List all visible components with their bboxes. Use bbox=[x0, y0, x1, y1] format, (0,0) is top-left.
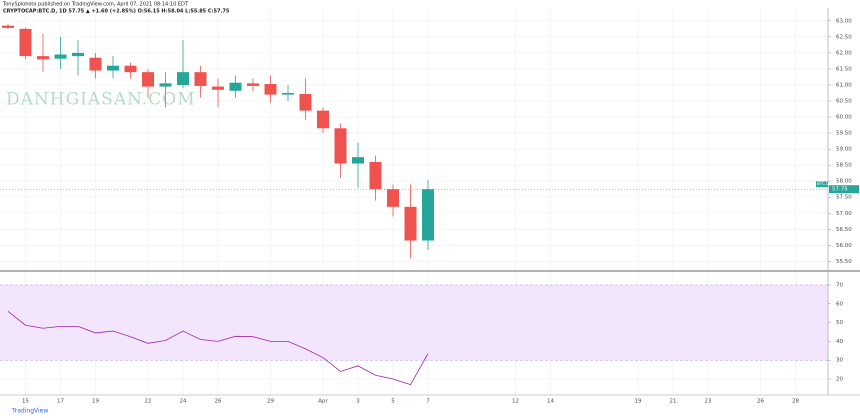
rsi-band bbox=[0, 284, 828, 361]
candle-body bbox=[212, 86, 224, 90]
y-tick-label: 56.50 bbox=[836, 227, 852, 233]
candle-body bbox=[404, 206, 417, 241]
last-price-box bbox=[829, 185, 859, 194]
y-tick-label: 61.50 bbox=[836, 66, 852, 72]
x-tick-label: Apr bbox=[318, 399, 328, 405]
x-tick-label: 19 bbox=[92, 399, 99, 405]
y-tick-label: 60.50 bbox=[836, 99, 852, 105]
x-tick-label: 21 bbox=[670, 399, 677, 405]
candle-body bbox=[247, 83, 259, 86]
x-tick-label: 15 bbox=[22, 399, 29, 405]
publisher: TonySplohoto published on TradingView.co… bbox=[2, 2, 189, 8]
x-tick-label: 24 bbox=[180, 399, 187, 405]
y-tick-label: 57.50 bbox=[836, 195, 852, 201]
candle-body bbox=[37, 56, 49, 60]
candle-body bbox=[282, 92, 294, 95]
candle-body bbox=[124, 65, 137, 73]
y-tick-label: 62.50 bbox=[836, 34, 852, 40]
candle-body bbox=[317, 110, 329, 129]
candle-body bbox=[352, 157, 364, 164]
y-tick-label: 60 bbox=[836, 301, 843, 307]
y-tick-label: 60.00 bbox=[836, 115, 852, 121]
symbol-line: CRYPTOCAP:BTC.D, 1D 57.75 ▲ +1.60 (+2.85… bbox=[3, 9, 230, 15]
y-tick-label: 58.00 bbox=[836, 179, 852, 185]
watermark: DANHGIASAN.COM bbox=[6, 90, 196, 110]
x-tick-label: 5 bbox=[391, 399, 395, 405]
candle-body bbox=[142, 72, 154, 87]
candle-body bbox=[369, 161, 382, 190]
y-tick-label: 55.50 bbox=[836, 259, 852, 265]
candle-body bbox=[194, 72, 207, 86]
x-tick-label: 23 bbox=[705, 399, 712, 405]
rsi-line bbox=[7, 310, 429, 386]
x-tick-label: 14 bbox=[547, 399, 554, 405]
y-tick-label: 40 bbox=[836, 339, 843, 345]
x-tick-label: 29 bbox=[267, 399, 274, 405]
candle-body bbox=[54, 54, 67, 59]
x-tick-label: 26 bbox=[757, 399, 764, 405]
x-tick-label: 17 bbox=[57, 399, 64, 405]
candle-body bbox=[159, 83, 172, 87]
last-price-label: 57.75 bbox=[832, 187, 848, 193]
y-tick-label: 70 bbox=[836, 282, 843, 288]
y-tick-label: 50 bbox=[836, 320, 843, 326]
y-tick-label: 20 bbox=[836, 377, 843, 383]
x-tick-label: 3 bbox=[356, 399, 360, 405]
y-tick-label: 63.00 bbox=[836, 18, 852, 24]
x-tick-label: 22 bbox=[145, 399, 152, 405]
candle-body bbox=[72, 52, 84, 57]
y-tick-label: 57.00 bbox=[836, 211, 852, 217]
y-tick-label: 30 bbox=[836, 358, 843, 364]
x-tick-label: 28 bbox=[792, 399, 799, 405]
candle-body bbox=[334, 128, 347, 164]
symbol-tag: BTC.D bbox=[817, 181, 829, 186]
candle-body bbox=[264, 84, 277, 95]
candle-body bbox=[422, 189, 434, 241]
candle-body bbox=[2, 25, 14, 28]
y-tick-label: 58.50 bbox=[836, 163, 852, 169]
candle-body bbox=[107, 65, 119, 71]
x-tick-label: 7 bbox=[426, 399, 430, 405]
y-tick-label: 59.00 bbox=[836, 147, 852, 153]
candle-body bbox=[229, 82, 242, 91]
x-tick-label: 26 bbox=[215, 399, 222, 405]
y-tick-label: 61.00 bbox=[836, 82, 852, 88]
symbol-tag-box bbox=[816, 181, 828, 188]
candle-body bbox=[299, 93, 312, 111]
x-tick-label: 19 bbox=[635, 399, 642, 405]
footer-logo: TradingView bbox=[11, 408, 48, 415]
x-tick-label: 12 bbox=[512, 399, 519, 405]
plot bbox=[0, 24, 828, 386]
candle-body bbox=[19, 28, 32, 57]
candle-body bbox=[89, 57, 102, 71]
candle-body bbox=[387, 189, 399, 207]
candle-body bbox=[177, 72, 189, 85]
y-tick-label: 62.00 bbox=[836, 50, 852, 56]
y-tick-label: 59.50 bbox=[836, 131, 852, 137]
y-tick-label: 56.00 bbox=[836, 243, 852, 249]
labels: 55.50 56.00 56.50 57.00 57.50 58.00 58.50 59.00… bbox=[22, 18, 859, 405]
